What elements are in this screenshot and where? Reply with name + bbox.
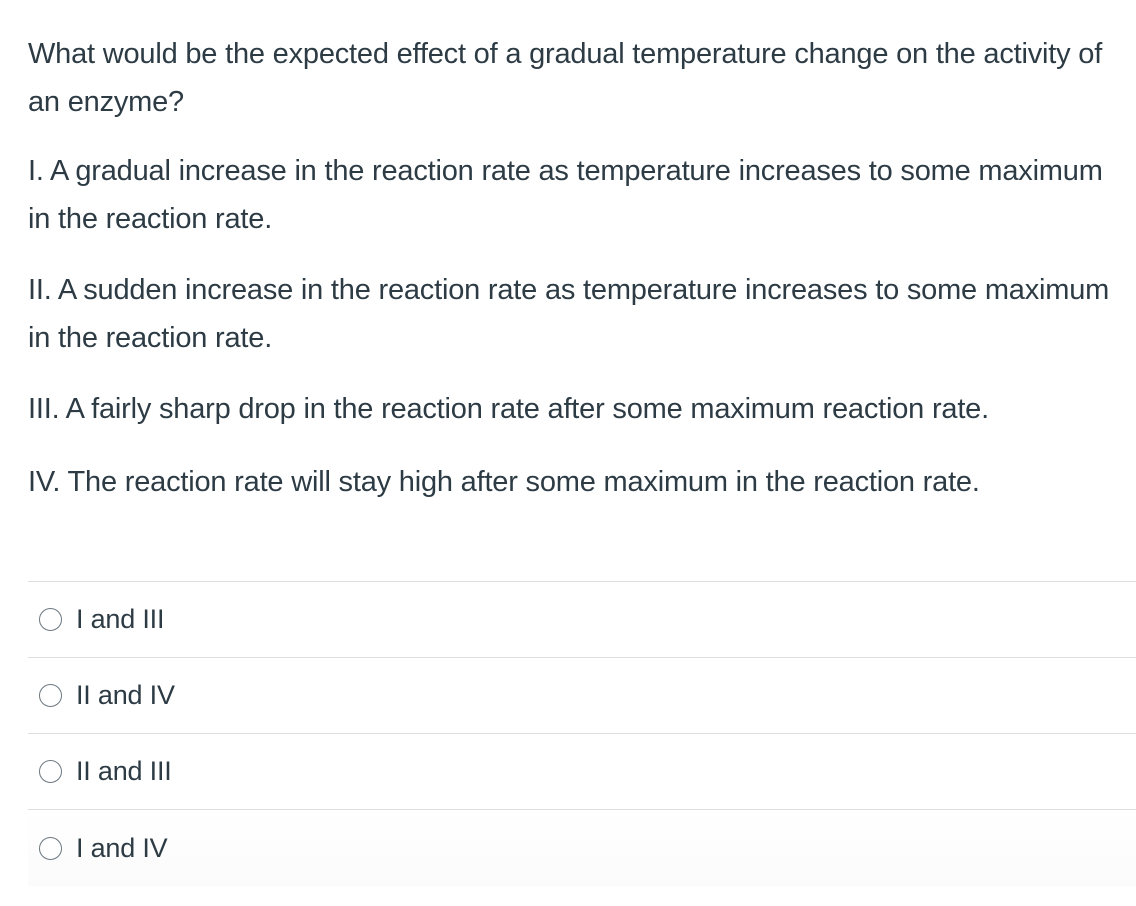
statement-i: I. A gradual increase in the reaction ra…: [28, 155, 1103, 235]
statement-iii: III. A fairly sharp drop in the reaction…: [28, 393, 989, 425]
statement-iv: IV. The reaction rate will stay high aft…: [28, 466, 980, 498]
statement-ii: II. A sudden increase in the reaction ra…: [28, 274, 1110, 354]
answer-label[interactable]: II and III: [76, 756, 172, 786]
answer-option-4[interactable]: I and IV: [28, 810, 1136, 886]
question-title: What would be the expected effect of a g…: [28, 38, 1103, 118]
answer-label[interactable]: II and IV: [76, 680, 175, 710]
radio-button-icon[interactable]: [39, 836, 62, 860]
answer-label[interactable]: I and IV: [76, 832, 168, 863]
answer-option-2[interactable]: II and IV: [28, 658, 1136, 734]
answer-option-3[interactable]: II and III: [28, 734, 1136, 810]
radio-button-icon[interactable]: [39, 684, 62, 707]
question-block: What would be the expected effect of a g…: [28, 30, 1118, 531]
answer-option-1[interactable]: I and III: [28, 582, 1136, 658]
answer-list: I and III II and IV II and III I and IV: [28, 581, 1136, 886]
radio-button-icon[interactable]: [39, 608, 62, 631]
radio-button-icon[interactable]: [39, 760, 62, 783]
answer-label[interactable]: I and III: [76, 604, 165, 634]
